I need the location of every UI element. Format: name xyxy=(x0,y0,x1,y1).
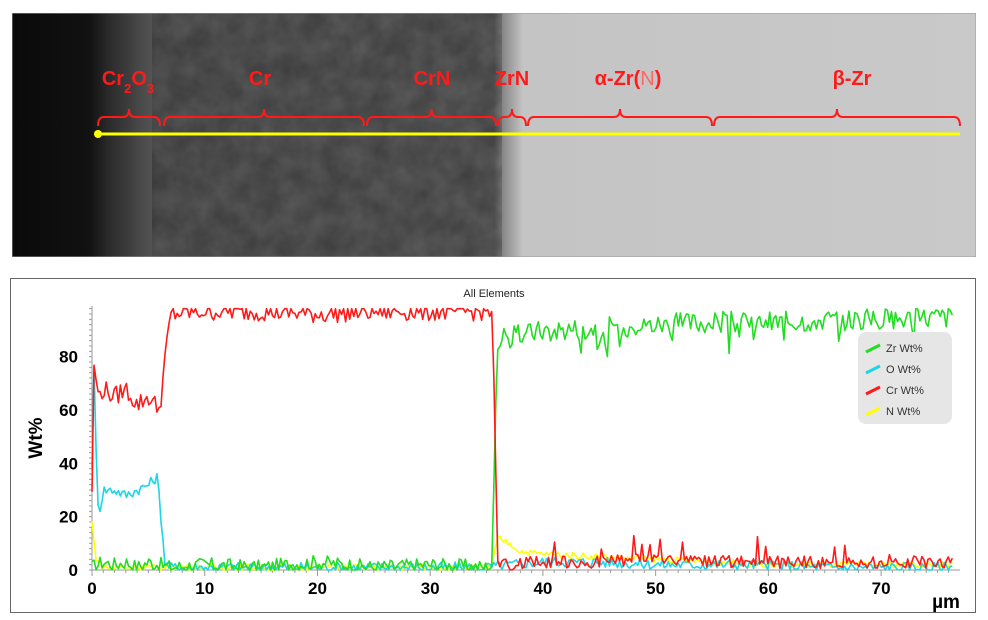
phase-label-zrn: ZrN xyxy=(495,68,529,90)
legend-swatch-o xyxy=(865,364,881,375)
legend-swatch-n xyxy=(865,406,881,417)
sem-micrograph: Cr2O3 Cr CrN ZrN α-Zr(N) β-Zr xyxy=(12,13,976,257)
x-tick-label: 50 xyxy=(646,579,665,598)
series-line-cr xyxy=(91,307,954,571)
bracket-cr2o3 xyxy=(97,108,161,127)
bracket-zrn xyxy=(497,108,527,127)
x-tick-label: 20 xyxy=(308,579,327,598)
y-tick-label: 40 xyxy=(59,454,78,473)
legend-box xyxy=(858,332,952,424)
x-tick-label: 10 xyxy=(195,579,214,598)
eds-line-scan-chart: All Elements Wt% µm 0 10 20 30 40 50 60 70 0 20 40… xyxy=(10,278,976,613)
y-axis-label: Wt% xyxy=(26,417,47,458)
phase-label-cr2o3: Cr2O3 xyxy=(102,68,154,96)
bracket-alpha-zr-n xyxy=(527,108,713,127)
phase-label-crn: CrN xyxy=(414,68,451,90)
phase-label-alpha-zr-n: α-Zr(N) xyxy=(595,68,662,90)
series-lines xyxy=(91,307,954,571)
legend: Zr Wt% O Wt% Cr Wt% N Wt% xyxy=(858,332,952,424)
x-tick-label: 30 xyxy=(421,579,440,598)
legend-swatch-zr xyxy=(865,343,881,354)
legend-label-o: O Wt% xyxy=(886,364,921,376)
bracket-beta-zr xyxy=(713,108,961,127)
x-tick-label: 60 xyxy=(759,579,778,598)
x-tick-label: 70 xyxy=(872,579,891,598)
x-tick-label: 40 xyxy=(533,579,552,598)
phase-label-beta-zr: β-Zr xyxy=(833,68,872,90)
phase-label-cr: Cr xyxy=(249,68,271,90)
y-tick-label: 20 xyxy=(59,508,78,527)
chart-title: All Elements xyxy=(463,288,525,300)
legend-swatch-cr xyxy=(865,385,881,396)
legend-label-zr: Zr Wt% xyxy=(886,343,923,355)
bracket-cr xyxy=(163,108,365,127)
series-line-zr xyxy=(91,307,954,571)
y-tick-label: 0 xyxy=(69,561,78,580)
y-tick-label: 80 xyxy=(59,348,78,367)
y-tick-label: 60 xyxy=(59,401,78,420)
axes: 0 10 20 30 40 50 60 70 0 20 40 60 80 xyxy=(59,306,960,598)
phase-brackets xyxy=(97,108,961,127)
scan-start-dot xyxy=(94,130,102,138)
legend-label-cr: Cr Wt% xyxy=(886,385,924,397)
legend-label-n: N Wt% xyxy=(886,406,920,418)
x-axis-label: µm xyxy=(932,592,960,613)
phase-labels: Cr2O3 Cr CrN ZrN α-Zr(N) β-Zr xyxy=(102,68,872,96)
x-tick-label: 0 xyxy=(87,579,96,598)
bracket-crn xyxy=(366,108,497,127)
